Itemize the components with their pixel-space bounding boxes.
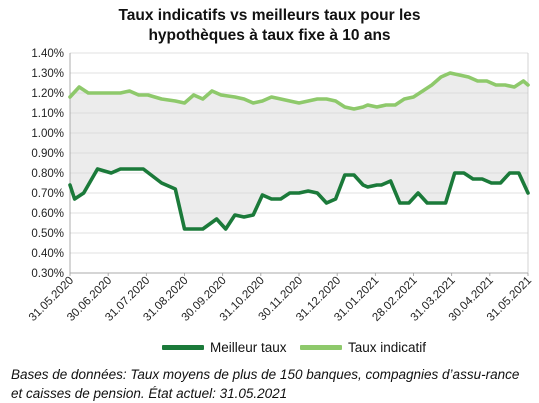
- legend-swatch-indicative: [300, 345, 342, 350]
- y-tick-label: 1.10%: [31, 108, 64, 120]
- y-tick-label: 0.40%: [31, 248, 64, 260]
- y-tick-label: 1.20%: [31, 88, 64, 100]
- y-tick-label: 1.40%: [31, 48, 64, 60]
- series-line-best: [68, 167, 530, 231]
- series-line-indicative: [68, 71, 530, 111]
- y-tick-label: 0.80%: [31, 168, 64, 180]
- legend-label-best: Meilleur taux: [210, 340, 287, 355]
- y-tick-label: 0.90%: [31, 148, 64, 160]
- spread-band: [70, 73, 528, 229]
- y-tick-label: 1.30%: [31, 68, 64, 80]
- footnote: Bases de données: Taux moyens de plus de…: [11, 367, 520, 401]
- y-tick-label: 0.60%: [31, 208, 64, 220]
- chart-title: Taux indicatifs vs meilleurs taux pour l…: [0, 6, 539, 46]
- legend-item-best: Meilleur taux: [162, 340, 287, 355]
- chart-title-line1: Taux indicatifs vs meilleurs taux pour l…: [118, 7, 421, 24]
- line-chart: 0.30% 0.40% 0.50% 0.60% 0.70% 0.80% 0.90% 1.00%…: [27, 48, 534, 324]
- chart-title-line2: hypothèques à taux fixe à 10 ans: [148, 27, 391, 44]
- y-tick-label: 0.70%: [31, 188, 64, 200]
- legend-label-indicative: Taux indicatif: [348, 340, 427, 355]
- y-tick-label: 1.00%: [31, 128, 64, 140]
- legend-swatch-best: [162, 345, 204, 350]
- y-tick-label: 0.30%: [31, 268, 64, 280]
- legend-item-indicative: Taux indicatif: [300, 340, 426, 355]
- y-tick-label: 0.50%: [31, 228, 64, 240]
